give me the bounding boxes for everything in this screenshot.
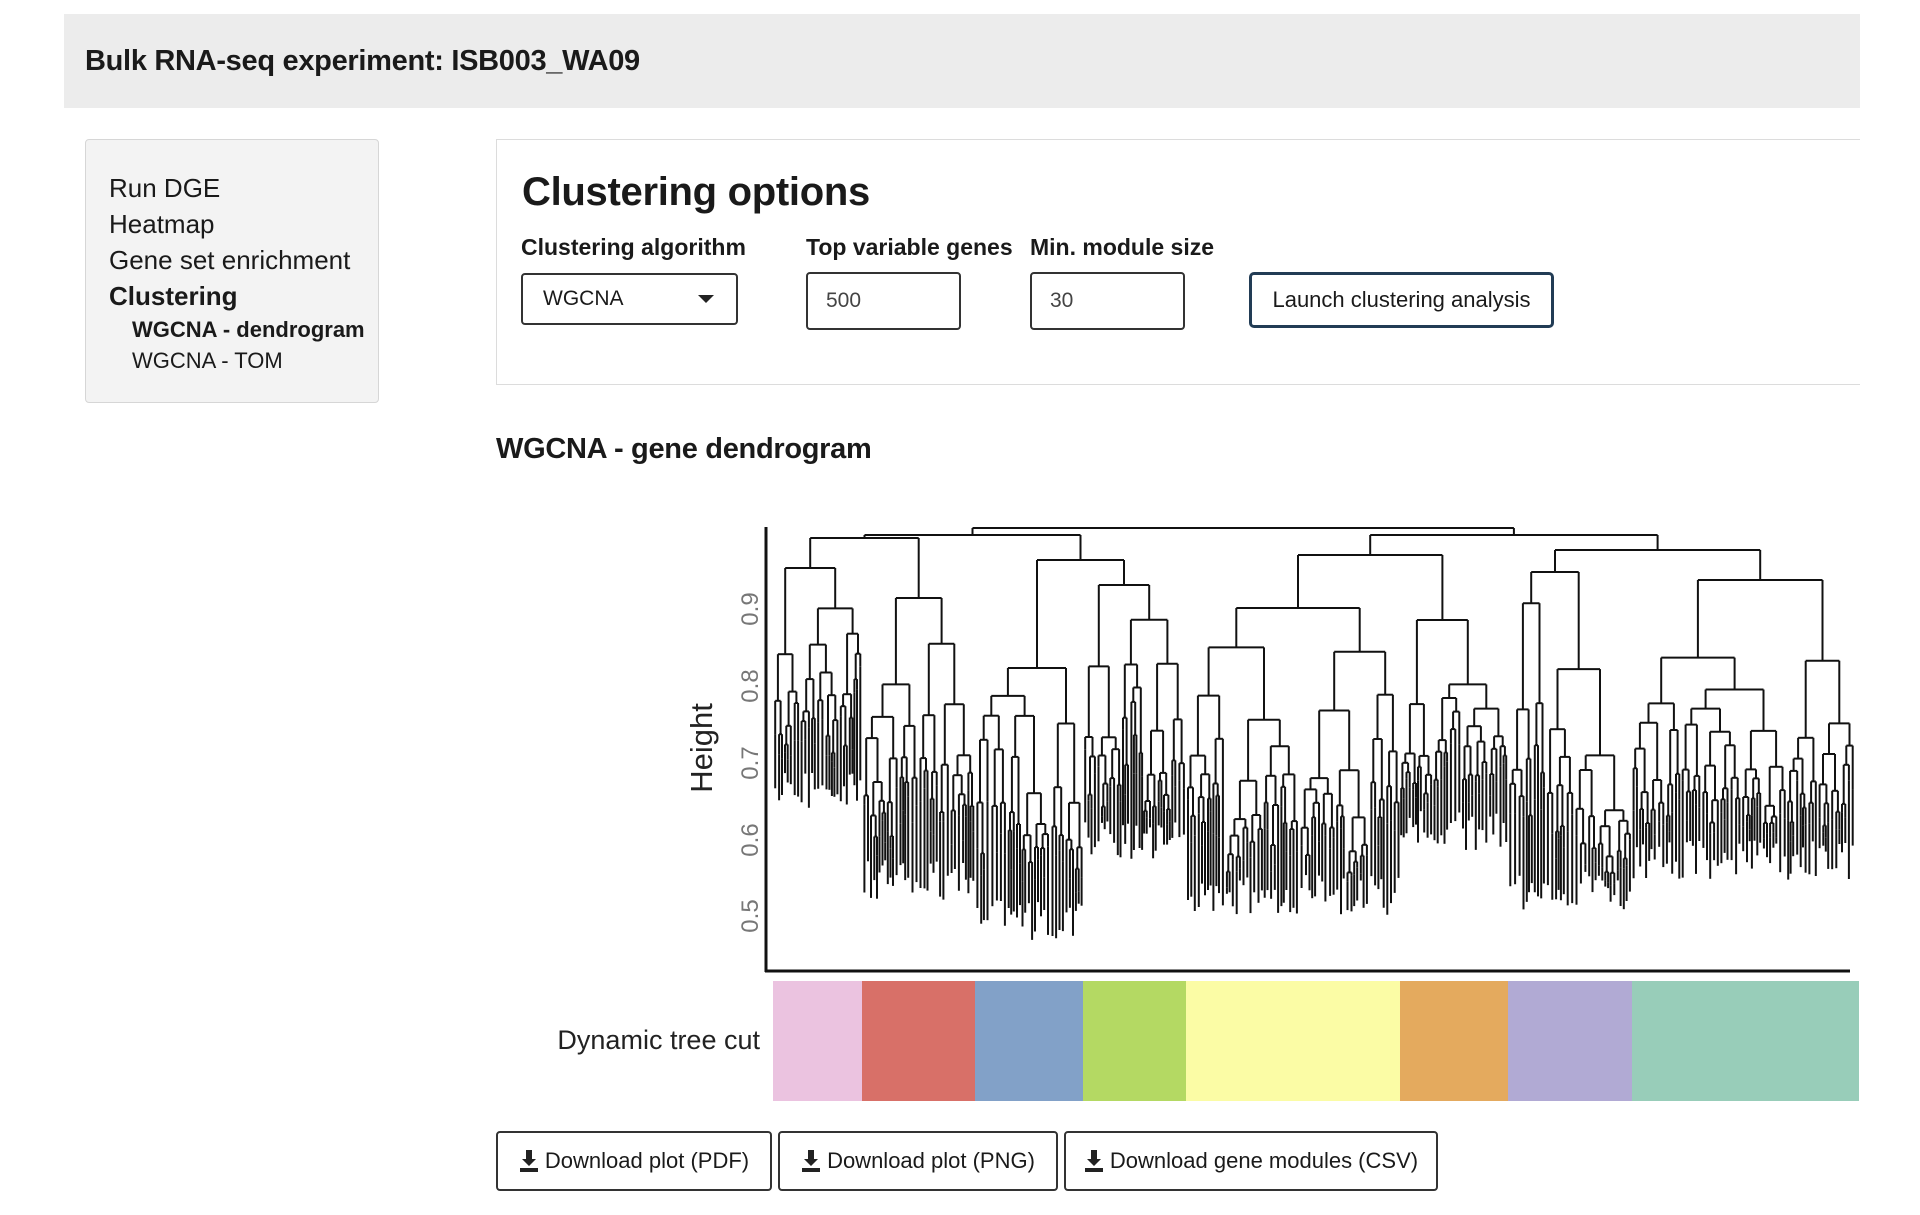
min-module-size-label: Min. module size [1030, 234, 1215, 260]
download-icon [1084, 1150, 1103, 1172]
download-icon [802, 1150, 821, 1172]
chevron-down-icon [698, 295, 714, 303]
top-variable-genes-label: Top variable genes [806, 234, 1013, 260]
y-axis-title: Height [684, 703, 719, 793]
y-tick-label: 0.9 [737, 592, 764, 625]
module-color-segment [1186, 981, 1400, 1101]
y-tick-label: 0.6 [737, 823, 764, 856]
page-title: Bulk RNA-seq experiment: ISB003_WA09 [85, 44, 640, 77]
clustering-algorithm-value: WGCNA [543, 287, 624, 310]
plot-heading: WGCNA - gene dendrogram [496, 433, 872, 465]
sidebar: Run DGE Heatmap Gene set enrichment Clus… [85, 139, 379, 403]
module-color-segment [862, 981, 975, 1101]
download-pdf-button[interactable]: Download plot (PDF) [496, 1131, 772, 1191]
options-title: Clustering options [522, 170, 870, 214]
clustering-algorithm-select[interactable]: WGCNA [521, 273, 738, 325]
clustering-algorithm-label: Clustering algorithm [521, 234, 746, 260]
sidebar-item-gene-set-enrichment[interactable]: Gene set enrichment [109, 245, 351, 275]
dynamic-tree-cut-label: Dynamic tree cut [557, 1025, 760, 1055]
download-gene-modules-button[interactable]: Download gene modules (CSV) [1064, 1131, 1438, 1191]
module-color-segment [975, 981, 1083, 1101]
module-color-bar [773, 981, 1859, 1101]
y-tick-label: 0.5 [737, 899, 764, 932]
module-color-segment [1400, 981, 1508, 1101]
module-color-segment [773, 981, 862, 1101]
gene-dendrogram-tree [774, 527, 1854, 940]
sidebar-subitem-wgcna-dendrogram[interactable]: WGCNA - dendrogram [132, 317, 365, 342]
header-bar: Bulk RNA-seq experiment: ISB003_WA09 [64, 14, 1860, 108]
min-module-size-input[interactable] [1030, 272, 1185, 330]
launch-clustering-button[interactable]: Launch clustering analysis [1249, 272, 1554, 328]
module-color-segment [1508, 981, 1632, 1101]
y-tick-label: 0.8 [737, 669, 764, 702]
sidebar-subitem-wgcna-tom[interactable]: WGCNA - TOM [132, 348, 283, 373]
top-variable-genes-input[interactable] [806, 272, 961, 330]
module-color-segment [1632, 981, 1859, 1101]
y-tick-label: 0.7 [737, 746, 764, 779]
sidebar-item-heatmap[interactable]: Heatmap [109, 209, 215, 239]
module-color-segment [1083, 981, 1186, 1101]
sidebar-item-clustering[interactable]: Clustering [109, 281, 238, 311]
download-png-button[interactable]: Download plot (PNG) [778, 1131, 1058, 1191]
download-icon [519, 1150, 538, 1172]
sidebar-item-run-dge[interactable]: Run DGE [109, 173, 221, 203]
clustering-options-panel: Clustering options Clustering algorithm … [496, 139, 1860, 385]
